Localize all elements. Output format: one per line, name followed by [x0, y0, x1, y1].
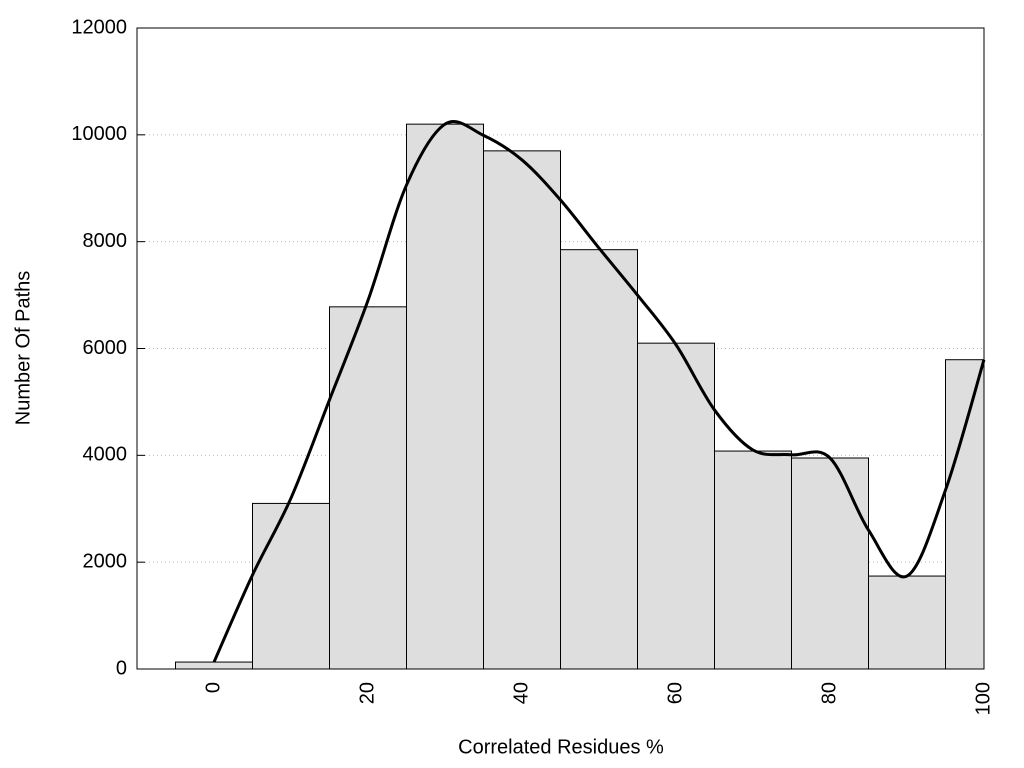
y-tick-label: 12000 — [71, 16, 127, 38]
bar — [329, 306, 407, 670]
y-axis-label: Number Of Paths — [12, 271, 34, 426]
x-tick-label: 100 — [972, 682, 994, 715]
bar — [252, 502, 330, 670]
x-tick-label: 60 — [664, 682, 686, 704]
bar — [637, 342, 715, 670]
density-curve — [212, 120, 986, 663]
bar — [560, 249, 638, 670]
bar — [945, 359, 985, 670]
y-tick-label: 6000 — [83, 337, 128, 359]
bar — [791, 457, 869, 670]
y-tick-label: 2000 — [83, 550, 128, 572]
x-tick-label: 40 — [510, 682, 532, 704]
x-axis-label: Correlated Residues % — [458, 736, 664, 758]
bar — [868, 575, 946, 670]
y-tick-label: 4000 — [83, 444, 128, 466]
y-tick-label: 0 — [116, 657, 127, 679]
bar — [175, 661, 253, 670]
x-tick-label: 20 — [356, 682, 378, 704]
x-tick-label: 80 — [818, 682, 840, 704]
bar — [483, 150, 561, 670]
y-tick-label: 10000 — [71, 123, 127, 145]
y-tick-label: 8000 — [83, 230, 128, 252]
x-tick-label: 0 — [202, 682, 224, 693]
bar — [714, 450, 792, 670]
plot-frame — [136, 27, 985, 670]
bar — [406, 123, 484, 670]
